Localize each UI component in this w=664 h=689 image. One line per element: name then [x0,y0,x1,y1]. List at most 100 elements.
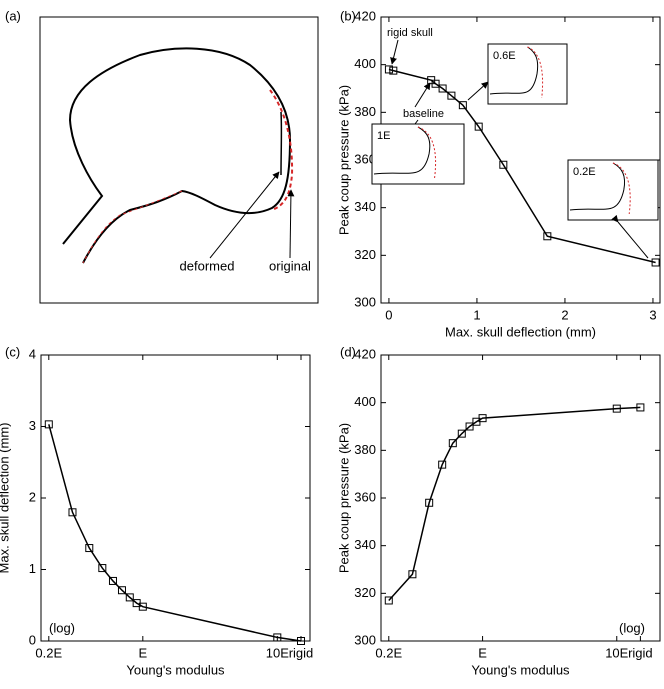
panel-label: (d) [340,344,356,359]
y-tick-label: 300 [354,294,376,309]
annotation: baseline [403,108,444,120]
point-marker [438,84,447,93]
point-marker [108,576,117,585]
x-tick-label: 10E [266,645,289,660]
point-marker [636,403,645,412]
y-tick-label: 360 [354,489,376,504]
inset-outline [373,126,431,175]
arrow [287,189,295,259]
note: (log) [49,620,75,635]
y-tick-label: 380 [354,104,376,119]
inset-label: 0.2E [573,166,596,178]
axes-frame [380,354,661,642]
x-tick-label: 0.2E [35,645,62,660]
point-marker [612,404,621,413]
x-tick-label: 3 [649,307,656,322]
point-marker [499,160,508,169]
y-tick-label: 300 [354,632,376,647]
y-axis-label: Peak coup pressure (kPa) [336,423,351,573]
x-tick-label: 0.2E [375,645,402,660]
x-tick-label: rigid [289,645,314,660]
point-marker [478,414,487,423]
inset-outline [569,162,626,211]
point-marker [85,544,94,553]
point-marker [44,420,53,429]
x-tick-label: rigid [628,645,653,660]
point-marker [389,66,398,75]
y-tick-label: 340 [354,537,376,552]
skull-deformed [62,47,292,264]
arrow [414,119,419,125]
skull-original-base [82,190,183,264]
y-tick-label: 420 [354,8,376,23]
axes-frame [40,354,311,642]
annotation: deformed [180,258,235,273]
inset-frame [487,43,568,105]
point-marker [447,91,456,100]
point-marker [465,422,474,431]
y-tick-label: 360 [354,151,376,166]
y-tick-label: 0 [29,632,36,647]
y-tick-label: 320 [354,247,376,262]
panel-frame [39,16,319,304]
y-tick-label: 4 [29,346,36,361]
x-tick-label: 2 [561,307,568,322]
point-marker [273,633,282,642]
y-axis-label: Max. skull deflection (mm) [0,423,11,574]
series-line [48,424,302,642]
panel-label: (a) [5,8,21,23]
note: (log) [619,620,645,635]
y-tick-label: 1 [29,561,36,576]
skull-original [269,89,294,211]
y-tick-label: 320 [354,585,376,600]
y-tick-label: 420 [354,346,376,361]
point-marker [425,498,434,507]
x-axis-label: Young's modulus [126,662,225,677]
y-tick-label: 3 [29,418,36,433]
panel-label: (b) [340,8,356,23]
point-marker [431,79,440,88]
x-tick-label: 1 [473,307,480,322]
point-marker [68,508,77,517]
x-tick-label: E [138,645,147,660]
arrow [209,171,280,259]
y-tick-label: 400 [354,56,376,71]
annotation: rigid skull [387,27,433,39]
point-marker [458,101,467,110]
point-marker [474,122,483,131]
arrow [467,81,489,101]
inset-frame [371,123,465,185]
panel-label: (c) [5,344,20,359]
point-marker [125,593,134,602]
point-marker [384,65,393,74]
inset-label: 1E [377,130,390,142]
x-axis-label: Young's modulus [471,662,570,677]
inset-outline [489,46,539,95]
point-marker [98,564,107,573]
point-marker [448,439,457,448]
point-marker [138,602,147,611]
point-marker [117,586,126,595]
arrow [414,82,431,108]
arrow [390,39,399,65]
y-tick-label: 2 [29,489,36,504]
y-tick-label: 380 [354,442,376,457]
y-axis-label: Peak coup pressure (kPa) [336,85,351,235]
point-marker [296,637,305,645]
x-tick-label: E [478,645,487,660]
x-tick-label: 0 [385,307,392,322]
x-tick-label: 10E [605,645,628,660]
x-axis-label: Max. skull deflection (mm) [445,324,596,339]
inset-original [527,46,544,99]
y-tick-label: 400 [354,394,376,409]
point-marker [651,258,660,267]
point-marker [438,460,447,469]
point-marker [543,232,552,241]
point-marker [457,429,466,438]
arrow [611,214,649,259]
y-tick-label: 340 [354,199,376,214]
point-marker [384,596,393,605]
series-line [388,68,656,264]
inset-label: 0.6E [493,50,516,62]
